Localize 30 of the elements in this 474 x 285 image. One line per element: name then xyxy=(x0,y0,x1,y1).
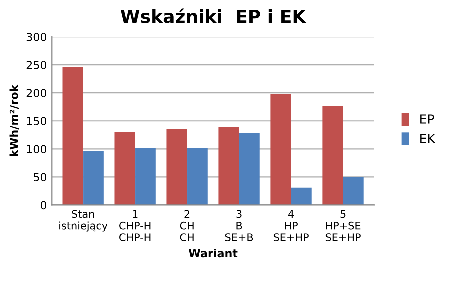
y-tick-label: 150 xyxy=(27,117,47,126)
x-tick-label: Stan istniejący xyxy=(60,210,108,232)
bar xyxy=(114,132,136,206)
x-tick-label: 3 B SE+B xyxy=(225,210,254,242)
y-tick-label: 0 xyxy=(40,201,47,210)
x-tick-label: 2 CH CH xyxy=(180,210,194,242)
bar xyxy=(136,148,156,206)
x-axis-title: Wariant xyxy=(188,249,238,258)
y-tick-label: 250 xyxy=(26,61,47,70)
y-tick-label: 200 xyxy=(26,89,47,98)
y-tick-label: 50 xyxy=(34,173,47,182)
y-tick-label: 300 xyxy=(26,33,47,42)
bar xyxy=(218,127,240,206)
bar xyxy=(84,151,104,206)
legend-label: EP xyxy=(420,114,434,124)
x-tick-label: 5 HP+SE SE+HP xyxy=(326,210,361,242)
x-tick-label: 1 CHP-H CHP-H xyxy=(120,210,151,242)
chart-title: Wskaźniki EP i EK xyxy=(120,8,307,24)
y-tick-label: 100 xyxy=(27,145,47,154)
bar xyxy=(240,133,260,206)
x-tick-label: 4 HP SE+HP xyxy=(274,210,309,242)
y-axis-title: kWh/m²/rok xyxy=(10,84,20,156)
bar xyxy=(188,148,208,206)
bar xyxy=(291,188,312,206)
bar xyxy=(166,128,188,206)
bar xyxy=(62,67,84,206)
bar xyxy=(270,94,292,206)
legend-label: EK xyxy=(420,134,436,144)
bar xyxy=(343,177,364,206)
bar xyxy=(322,106,344,206)
